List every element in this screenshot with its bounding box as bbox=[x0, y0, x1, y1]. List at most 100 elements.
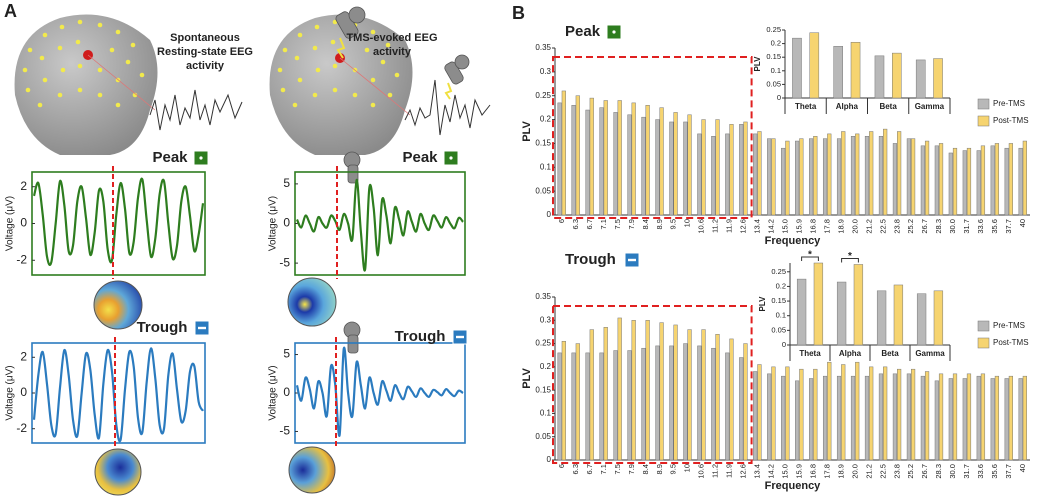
bar bbox=[631, 320, 636, 461]
x-tick-label: 23.8 bbox=[892, 464, 901, 479]
bar bbox=[980, 145, 986, 216]
bar bbox=[711, 136, 716, 216]
y-axis-label: PLV bbox=[521, 368, 533, 389]
x-tick-label: 37.7 bbox=[1004, 219, 1013, 234]
bar bbox=[655, 119, 660, 216]
y-tick-label: 0 bbox=[283, 216, 290, 230]
significance-mark: * bbox=[808, 250, 812, 261]
icon-sign bbox=[449, 156, 453, 160]
x-tick-label: 15.9 bbox=[794, 219, 803, 234]
bar bbox=[1008, 143, 1013, 216]
bar bbox=[757, 131, 762, 216]
y-tick-label: 0.2 bbox=[540, 115, 552, 124]
bar bbox=[659, 107, 664, 216]
x-tick-label: 31.7 bbox=[962, 464, 971, 479]
x-tick-label: 6.7 bbox=[585, 464, 594, 474]
y-tick-label: 0.25 bbox=[766, 25, 781, 34]
legend-label: Pre-TMS bbox=[993, 99, 1025, 108]
bar bbox=[711, 347, 716, 461]
bar bbox=[934, 145, 939, 216]
bar bbox=[878, 136, 884, 216]
bar bbox=[836, 281, 847, 346]
bar bbox=[557, 102, 562, 216]
bar bbox=[952, 147, 958, 216]
x-tick-label: 10.6 bbox=[697, 464, 706, 479]
bar bbox=[1018, 378, 1023, 461]
y-tick-label: 0.1 bbox=[771, 66, 781, 75]
x-tick-label: 23.8 bbox=[892, 219, 901, 234]
bar bbox=[915, 59, 926, 99]
bar bbox=[771, 138, 776, 216]
x-tick-label: Gamma bbox=[915, 102, 945, 111]
caption: Spontaneous bbox=[170, 32, 240, 44]
bar bbox=[876, 290, 887, 346]
x-tick-label: 25.2 bbox=[906, 464, 915, 479]
y-axis-label: PLV bbox=[521, 121, 533, 142]
bar bbox=[725, 133, 730, 216]
y-tick-label: 0.3 bbox=[540, 67, 552, 76]
bar bbox=[697, 345, 702, 461]
y-tick-label: 0.25 bbox=[771, 267, 786, 276]
bar bbox=[603, 100, 608, 216]
bar bbox=[809, 32, 820, 99]
bar bbox=[933, 58, 943, 99]
bar bbox=[799, 138, 804, 216]
icon-sign bbox=[456, 335, 464, 339]
bar bbox=[1022, 375, 1027, 461]
x-tick-label: 12.6 bbox=[739, 219, 748, 234]
y-tick-label: 0.25 bbox=[535, 339, 551, 348]
bar bbox=[771, 366, 776, 461]
x-tick-label: 20.0 bbox=[850, 464, 859, 479]
x-tick-label: 26.7 bbox=[920, 464, 929, 479]
icon-sign bbox=[198, 326, 206, 330]
y-tick-label: 0.15 bbox=[535, 139, 551, 148]
bar bbox=[892, 52, 902, 99]
x-tick-label: 16.8 bbox=[808, 464, 817, 479]
y-tick-label: 0 bbox=[283, 385, 290, 399]
bar bbox=[924, 371, 930, 461]
x-tick-label: 7.1 bbox=[599, 219, 608, 229]
chart-title: Peak bbox=[152, 149, 188, 166]
significance-bracket bbox=[801, 256, 819, 261]
x-tick-label: 13.4 bbox=[753, 219, 762, 234]
bar bbox=[589, 97, 594, 216]
y-tick-label: 0.15 bbox=[766, 52, 781, 61]
y-axis-label: Voltage (μV) bbox=[5, 196, 16, 251]
bar bbox=[938, 143, 944, 216]
legend-label: Post-TMS bbox=[993, 338, 1029, 347]
y-tick-label: 0 bbox=[20, 385, 27, 399]
x-tick-label: 31.7 bbox=[962, 219, 971, 234]
bar bbox=[966, 373, 972, 461]
legend-label: Pre-TMS bbox=[993, 321, 1025, 330]
bar bbox=[855, 361, 860, 461]
bar bbox=[792, 37, 802, 99]
x-tick-label: Theta bbox=[795, 102, 817, 111]
bar bbox=[599, 107, 604, 216]
panel-label: B bbox=[512, 3, 525, 23]
bar bbox=[1004, 378, 1009, 461]
bar bbox=[785, 140, 790, 216]
y-tick-label: 2 bbox=[20, 349, 27, 363]
bar bbox=[853, 264, 864, 346]
bar bbox=[920, 375, 925, 461]
bar bbox=[813, 136, 818, 216]
chart-title: Peak bbox=[402, 149, 438, 166]
legend-swatch bbox=[977, 98, 990, 110]
x-tick-label: 9.5 bbox=[669, 219, 678, 229]
bar bbox=[892, 143, 898, 216]
bar bbox=[883, 366, 888, 461]
x-tick-label: 15.0 bbox=[780, 219, 789, 234]
bar bbox=[990, 145, 995, 216]
bar bbox=[813, 368, 818, 461]
bar bbox=[1022, 140, 1027, 216]
bar bbox=[743, 343, 748, 461]
caption: activity bbox=[373, 46, 412, 58]
x-tick-label: 33.6 bbox=[976, 219, 985, 234]
y-tick-label: 0.2 bbox=[540, 362, 552, 371]
bar bbox=[673, 324, 678, 461]
legend-label: Post-TMS bbox=[993, 116, 1029, 125]
bar bbox=[822, 375, 828, 461]
y-tick-label: 0.2 bbox=[771, 39, 781, 48]
